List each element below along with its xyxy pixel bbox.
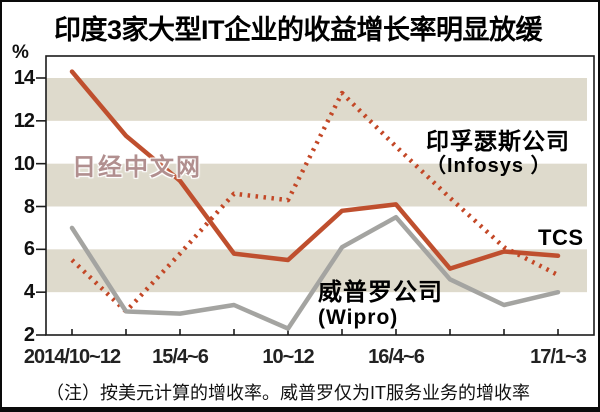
y-axis-label-10: 10: [13, 152, 35, 175]
x-axis-label-1: 2014/10~12: [23, 346, 121, 368]
series-label-infosys: 印孚瑟斯公司 （Infosys ）: [426, 128, 570, 179]
series-label-tcs: TCS: [538, 225, 584, 250]
y-axis-label-8: 8: [23, 195, 35, 218]
stripe-band: [46, 163, 587, 207]
tcs-line: [69, 69, 561, 271]
infosys-label-chinese: 印孚瑟斯公司: [426, 128, 570, 154]
watermark: 日经中文网: [72, 154, 202, 181]
x-axis-label-4: 16/4~6: [368, 346, 425, 368]
x-axis-label-5: 17/1~3: [530, 346, 587, 368]
y-axis-label-2: 2: [23, 324, 35, 346]
infosys-label-english: （Infosys ）: [426, 155, 552, 177]
plot-frame: [45, 55, 595, 336]
footnote: （注）按美元计算的增收率。威普罗仅为IT服务业务的增收率: [46, 383, 530, 403]
y-axis-label-6: 6: [23, 238, 35, 261]
y-axis-label-4: 4: [23, 281, 35, 304]
series-label-wipro: 威普罗公司 (Wipro): [318, 279, 443, 329]
x-axis-label-2: 15/4~6: [152, 346, 209, 368]
x-axis-label-3: 10~12: [262, 346, 314, 368]
infosys-line: [70, 90, 560, 314]
wipro-label-chinese: 威普罗公司: [318, 279, 443, 306]
y-axis-label-14: 14: [13, 67, 35, 89]
y-axis-unit-label: %: [12, 42, 29, 63]
y-axis-label-12: 12: [13, 109, 35, 132]
chart-title: 印度3家大型IT企业的收益增长率明显放缓: [54, 15, 543, 45]
wipro-line: [69, 214, 561, 331]
wipro-label-english: (Wipro): [318, 306, 399, 329]
stripe-band: [46, 78, 587, 121]
